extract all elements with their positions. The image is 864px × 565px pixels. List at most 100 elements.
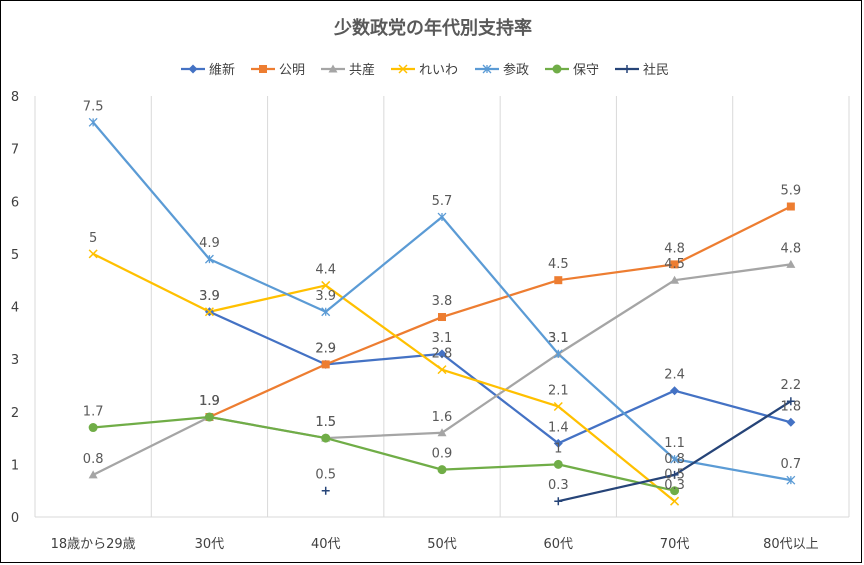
data-label-s5-p5: 0.5 (664, 468, 685, 483)
marker-s4-p3 (437, 212, 447, 222)
data-label-s4-p3: 5.7 (432, 194, 453, 209)
marker-s1-p4 (554, 276, 563, 285)
data-label-s3-p0: 5 (89, 231, 97, 246)
x-tick-label: 30代 (195, 537, 225, 552)
legend-label: 共産 (349, 62, 375, 78)
marker-s5-p5 (670, 486, 680, 496)
data-label-s5-p1: 1.9 (199, 394, 220, 409)
data-label-s4-p2: 3.9 (315, 289, 336, 304)
marker-s4-p2 (321, 307, 331, 317)
data-label-s2-p0: 0.8 (83, 452, 104, 467)
data-label-s6-p6: 2.2 (781, 378, 802, 393)
series-line-5-0 (93, 415, 675, 492)
x-tick-label: 50代 (427, 537, 457, 552)
data-label-s3-p4: 2.1 (548, 383, 569, 398)
y-tick-label: 5 (11, 248, 19, 263)
marker-s4-p4 (553, 349, 563, 359)
marker-s0-p4 (553, 438, 563, 448)
marker-s0-p3 (437, 349, 447, 359)
marker-s3-p2 (321, 280, 331, 290)
y-tick-label: 3 (11, 353, 19, 368)
marker-s1-p6 (786, 202, 795, 211)
data-label-s6-p2: 0.5 (315, 468, 336, 483)
series-line-0-0 (208, 310, 792, 445)
legend-marker (482, 64, 492, 74)
data-label-s3-p3: 2.8 (432, 347, 453, 362)
marker-s6-p4 (554, 497, 563, 506)
legend-item-0: 維新 (181, 62, 235, 78)
data-label-s6-p4: 0.3 (548, 478, 569, 493)
data-label-s6-p5: 0.8 (664, 452, 685, 467)
data-label-s5-p2: 1.5 (315, 415, 336, 430)
legend: 維新 公明 共産 れいわ 参政 保守 社民 (181, 62, 669, 78)
data-labels: 3.92.93.11.42.41.81.92.93.84.54.85.90.81… (83, 99, 801, 493)
legend-label: 参政 (503, 62, 529, 78)
data-label-s3-p2: 4.4 (315, 262, 336, 277)
data-label-s1-p5: 4.8 (664, 241, 685, 256)
y-tick-label: 7 (11, 143, 19, 158)
legend-marker (398, 64, 408, 74)
marker-s3-p3 (437, 365, 447, 375)
legend-item-6: 社民 (615, 62, 669, 78)
x-tick-label: 70代 (660, 537, 690, 552)
legend-item-2: 共産 (321, 62, 375, 78)
data-label-s5-p3: 0.9 (432, 447, 453, 462)
legend-item-4: 参政 (475, 62, 529, 78)
data-label-s2-p5: 4.5 (664, 257, 685, 272)
data-label-s0-p3: 3.1 (432, 331, 453, 346)
marker-s1-p2 (321, 360, 330, 369)
x-tick-label: 60代 (544, 537, 574, 552)
data-label-s0-p6: 1.8 (781, 399, 802, 414)
legend-label: れいわ (419, 63, 458, 78)
marker-s3-p4 (553, 401, 563, 412)
marker-s0-p5 (670, 386, 680, 396)
marker-s2-p0 (88, 470, 98, 479)
legend-item-5: 保守 (545, 63, 599, 78)
data-label-s3-p1: 3.9 (199, 289, 220, 304)
data-label-s1-p1: 1.9 (199, 394, 220, 409)
y-tick-label: 1 (11, 458, 19, 473)
marker-s2-p5 (670, 275, 680, 284)
legend-label: 維新 (209, 62, 235, 78)
legend-item-1: 公明 (251, 63, 305, 78)
marker-s1-p3 (438, 313, 446, 322)
y-tick-label: 0 (11, 511, 19, 526)
data-label-s4-p5: 1.1 (664, 436, 685, 451)
data-label-s0-p5: 2.4 (664, 368, 685, 383)
data-label-s3-p5: 0.3 (664, 478, 685, 493)
legend-item-3: れいわ (391, 63, 458, 78)
x-tick-label: 18歳から29歳 (51, 537, 136, 552)
data-label-s2-p4: 3.1 (548, 331, 569, 346)
marker-s4-p1 (204, 254, 214, 264)
data-label-s0-p2: 2.9 (315, 341, 336, 356)
data-label-s2-p3: 1.6 (432, 410, 453, 425)
y-axis: 0 1 2 3 4 5 6 7 8 (11, 90, 19, 526)
series-markers (88, 117, 796, 506)
data-label-s1-p6: 5.9 (781, 184, 802, 199)
data-label-s5-p4: 1 (554, 441, 562, 456)
marker-s0-p6 (786, 417, 796, 427)
marker-s4-p5 (670, 454, 680, 464)
legend-marker (328, 64, 338, 73)
x-tick-label: 80代以上 (763, 537, 819, 552)
series-line-3-0 (92, 252, 676, 503)
data-label-s5-p0: 1.7 (83, 405, 104, 420)
data-label-s2-p2: 1.5 (315, 415, 336, 430)
marker-s5-p1 (204, 412, 214, 422)
legend-label: 社民 (643, 62, 669, 78)
y-tick-label: 6 (11, 195, 19, 210)
marker-s5-p3 (437, 465, 447, 475)
data-label-s4-p1: 4.9 (199, 236, 220, 251)
legend-marker (188, 64, 198, 74)
marker-s5-p0 (88, 423, 98, 433)
marker-s2-p3 (437, 428, 447, 437)
legend-marker (259, 65, 267, 73)
data-label-s1-p4: 4.5 (548, 257, 569, 272)
marker-s2-p6 (786, 259, 796, 268)
series-lines (92, 121, 792, 503)
marker-s6-p5 (670, 470, 679, 479)
marker-s6-p6 (786, 397, 795, 406)
x-tick-label: 40代 (311, 537, 341, 552)
